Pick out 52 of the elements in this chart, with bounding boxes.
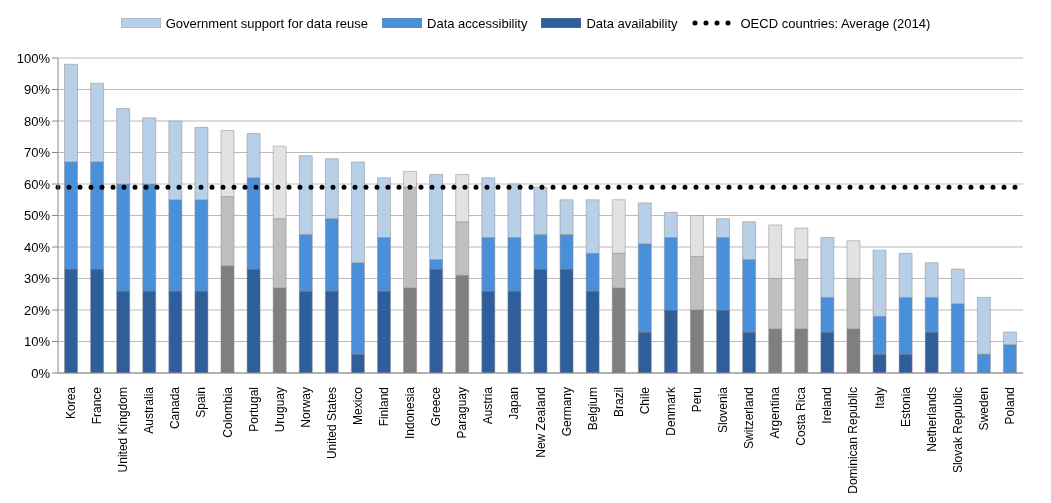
x-tick-label: Paraguay (455, 387, 470, 439)
x-tick-label: Colombia (220, 386, 235, 438)
x-tick-label: Greece (429, 386, 444, 427)
x-tick-label: Poland (1002, 387, 1017, 425)
x-tick-label: Finland (377, 387, 392, 427)
x-tick-label: Dominican Republic (846, 387, 861, 494)
x-tick-label: Sweden (976, 387, 991, 431)
y-tick-label: 50% (23, 208, 51, 224)
x-tick-label: Canada (168, 386, 183, 430)
legend-label: Data availability (586, 15, 678, 31)
y-tick-label: 10% (23, 334, 51, 350)
x-tick-label: Indonesia (403, 386, 418, 440)
x-tick-label: Portugal (246, 387, 261, 432)
x-tick-label: Slovak Republic (950, 387, 965, 474)
y-tick-label: 70% (23, 145, 51, 161)
x-tick-label: United Kingdom (116, 387, 131, 473)
y-tick-label: 0% (31, 365, 51, 381)
x-tick-label: Chile (637, 386, 652, 415)
y-tick-label: 30% (23, 271, 51, 287)
x-tick-label: Korea (64, 386, 79, 420)
x-tick-label: France (90, 386, 105, 425)
x-tick-label: Ireland (820, 387, 835, 424)
x-tick-label: Argentina (768, 386, 783, 439)
legend-label: OECD countries: Average (2014) (740, 15, 931, 31)
x-tick-label: Spain (194, 387, 209, 418)
x-tick-label: Denmark (663, 386, 678, 436)
y-tick-label: 40% (23, 239, 51, 255)
x-tick-label: Estonia (898, 386, 913, 428)
x-tick-label: Mexico (350, 386, 365, 426)
x-tick-label: Peru (689, 387, 704, 413)
y-tick-label: 100% (16, 50, 51, 66)
x-tick-label: Germany (559, 387, 574, 437)
y-tick-label: 90% (23, 82, 51, 98)
x-tick-label: Slovenia (716, 386, 731, 434)
legend-label: Government support for data reuse (165, 15, 369, 31)
x-tick-label: Switzerland (742, 387, 757, 450)
y-tick-label: 80% (23, 113, 51, 129)
y-tick-label: 20% (23, 302, 51, 318)
x-tick-label: Belgium (585, 387, 600, 431)
x-tick-label: Netherlands (924, 387, 939, 452)
x-tick-label: Australia (142, 386, 157, 434)
x-tick-label: Italy (872, 387, 887, 410)
x-tick-label: United States (324, 387, 339, 460)
legend-label: Data accessibility (427, 15, 528, 31)
x-tick-label: Norway (298, 387, 313, 428)
x-tick-label: Austria (481, 386, 496, 425)
y-tick-label: 60% (23, 176, 51, 192)
x-tick-label: Brazil (611, 387, 626, 418)
x-tick-label: Uruguay (272, 387, 287, 433)
x-tick-label: New Zealand (533, 387, 548, 458)
x-tick-label: Japan (507, 387, 522, 420)
x-tick-label: Costa Rica (794, 386, 809, 446)
